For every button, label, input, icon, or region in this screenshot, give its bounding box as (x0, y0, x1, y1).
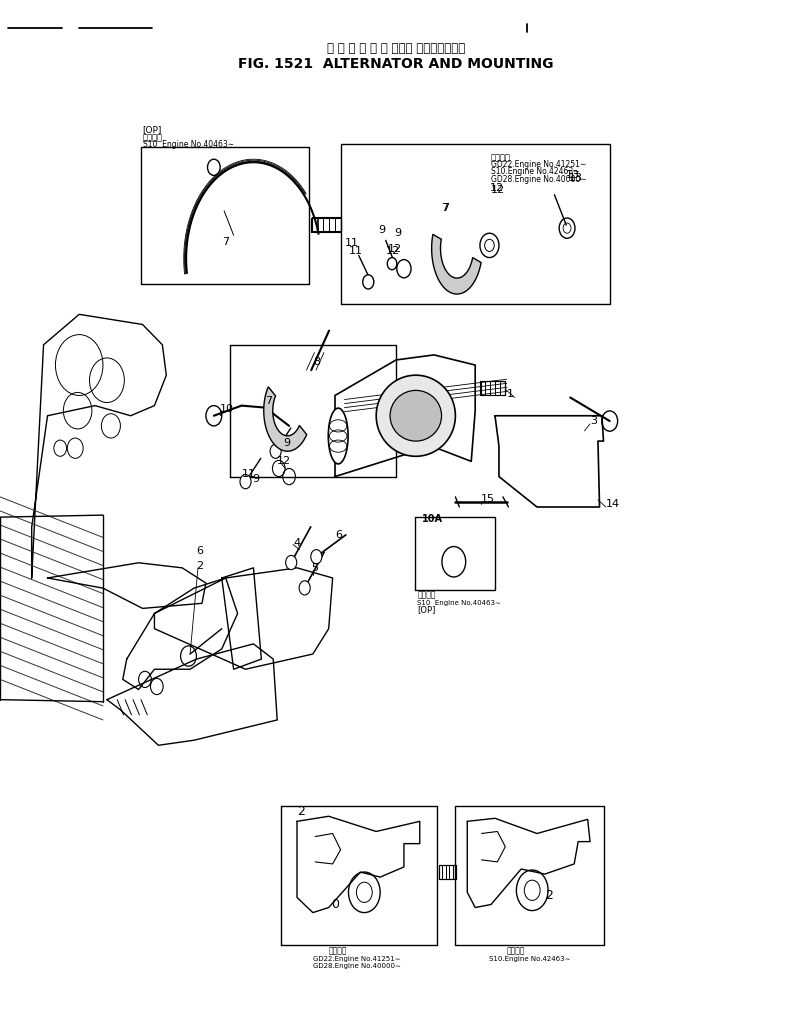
Text: 適用番号: 適用番号 (417, 590, 436, 599)
Text: 11: 11 (242, 468, 256, 479)
Circle shape (286, 556, 297, 570)
Text: 9: 9 (284, 438, 291, 448)
Text: 9: 9 (379, 225, 386, 235)
Text: 2: 2 (196, 561, 204, 571)
Text: 7: 7 (222, 237, 229, 247)
Circle shape (310, 550, 322, 564)
Text: 12: 12 (489, 183, 504, 193)
Text: 6: 6 (196, 546, 204, 556)
Circle shape (363, 275, 374, 289)
Text: 7: 7 (442, 203, 449, 213)
Text: 5: 5 (311, 563, 318, 573)
Text: 4: 4 (293, 537, 300, 548)
Text: FIG. 1521  ALTERNATOR AND MOUNTING: FIG. 1521 ALTERNATOR AND MOUNTING (238, 57, 554, 71)
Text: 12: 12 (388, 243, 402, 254)
Text: 適用番号: 適用番号 (491, 153, 511, 162)
Text: 8: 8 (313, 357, 320, 367)
Text: 10A: 10A (422, 514, 444, 524)
Text: 15: 15 (481, 494, 495, 504)
Polygon shape (264, 386, 307, 451)
Text: 10: 10 (220, 404, 234, 414)
Text: S10.Engine No.42463∼: S10.Engine No.42463∼ (489, 956, 570, 962)
Ellipse shape (329, 409, 348, 464)
Ellipse shape (390, 390, 442, 441)
Text: 1: 1 (507, 388, 514, 399)
Text: 2: 2 (297, 805, 305, 818)
Text: 適用番号: 適用番号 (329, 946, 347, 955)
Text: 7: 7 (265, 395, 272, 406)
Circle shape (270, 444, 281, 458)
Ellipse shape (376, 375, 455, 456)
Text: 12: 12 (386, 245, 400, 256)
Text: [OP]: [OP] (143, 125, 162, 134)
Text: 13: 13 (569, 172, 583, 183)
Text: 9: 9 (394, 228, 402, 238)
Text: GD22.Engine No.41251∼: GD22.Engine No.41251∼ (313, 956, 400, 962)
Text: 3: 3 (590, 416, 597, 426)
Text: S10  Engine No.40463∼: S10 Engine No.40463∼ (417, 600, 501, 606)
Text: 12: 12 (491, 185, 505, 195)
Text: GD28.Engine No.40000∼: GD28.Engine No.40000∼ (491, 174, 587, 184)
Text: GD28.Engine No.40000∼: GD28.Engine No.40000∼ (313, 963, 401, 969)
Text: S10.Engine No.42463∼: S10.Engine No.42463∼ (491, 167, 580, 176)
Text: 13: 13 (566, 170, 581, 180)
Text: 14: 14 (606, 499, 620, 509)
Text: 0: 0 (331, 897, 339, 911)
Text: 7: 7 (441, 203, 448, 213)
Text: [OP]: [OP] (417, 605, 436, 614)
Polygon shape (432, 234, 481, 294)
Text: オ ル タ ネ ー タ および マウンティング: オ ル タ ネ ー タ および マウンティング (327, 43, 465, 55)
Circle shape (299, 581, 310, 595)
Text: S10  Engine No.40463∼: S10 Engine No.40463∼ (143, 140, 234, 149)
Text: GD22.Engine No.41251∼: GD22.Engine No.41251∼ (491, 160, 586, 169)
Text: 11: 11 (348, 245, 363, 256)
Text: 2: 2 (545, 889, 553, 902)
Text: 9: 9 (252, 474, 259, 484)
Text: 適用番号: 適用番号 (507, 946, 525, 955)
Circle shape (240, 475, 251, 489)
Text: 6: 6 (335, 530, 342, 540)
Text: 12: 12 (277, 456, 291, 466)
Circle shape (387, 258, 397, 270)
Text: 11: 11 (345, 238, 359, 248)
Text: 適用番号: 適用番号 (143, 133, 162, 142)
